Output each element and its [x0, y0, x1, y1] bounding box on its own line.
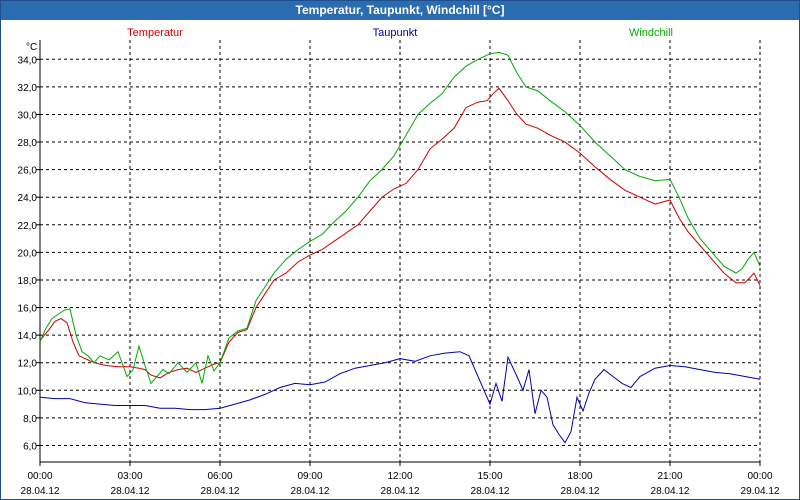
x-tick-time: 00:00 — [747, 471, 772, 482]
y-tick-label: 18,0 — [18, 276, 38, 287]
y-tick-label: 14,0 — [18, 331, 38, 342]
y-tick-label: 24,0 — [18, 193, 38, 204]
x-tick-time: 00:00 — [27, 471, 52, 482]
x-tick-date: 28.04.12 — [21, 486, 60, 497]
y-ticks: 6,0 8,0 10,0 12,0 14,0 16,0 18,0 20,0 22,0 24,0 26… — [18, 55, 40, 452]
y-tick-label: 34,0 — [18, 55, 38, 66]
chart-title: Temperatur, Taupunkt, Windchill [°C] — [1, 1, 799, 20]
x-tick-date: 28.04.12 — [471, 486, 510, 497]
x-tick-time: 09:00 — [297, 471, 322, 482]
x-tick-time: 18:00 — [567, 471, 592, 482]
y-tick-label: 8,0 — [23, 414, 37, 425]
x-tick-date: 28.04.12 — [111, 486, 150, 497]
y-tick-label: 22,0 — [18, 221, 38, 232]
y-tick-label: 30,0 — [18, 110, 38, 121]
y-tick-label: 6,0 — [23, 441, 37, 452]
x-tick-date: 28.04.12 — [561, 486, 600, 497]
series-line-windchill — [39, 51, 761, 385]
y-tick-label: 10,0 — [18, 386, 38, 397]
y-tick-label: 16,0 — [18, 304, 38, 315]
y-tick-label: 28,0 — [18, 138, 38, 149]
series-line-taupunkt — [39, 351, 761, 444]
x-tick-time: 03:00 — [117, 471, 142, 482]
x-ticks: 00:00 28.04.12 03:00 28.04.12 06:00 28.04.12 0… — [21, 462, 780, 497]
y-tick-label: 20,0 — [18, 248, 38, 259]
x-tick-time: 21:00 — [657, 471, 682, 482]
x-tick-date: 28.04.12 — [291, 486, 330, 497]
y-tick-label: 12,0 — [18, 359, 38, 370]
series-line-temperatur — [39, 87, 761, 379]
x-tick-date: 28.04.12 — [651, 486, 690, 497]
x-tick-date: 28.04.12 — [381, 486, 420, 497]
y-tick-label: 32,0 — [18, 83, 38, 94]
x-tick-time: 12:00 — [387, 471, 412, 482]
series-lines — [39, 51, 761, 444]
legend-windchill: Windchill — [629, 27, 673, 39]
y-tick-label: 26,0 — [18, 166, 38, 177]
legend-taupunkt: Taupunkt — [373, 27, 418, 39]
x-tick-date: 29.04.12 — [741, 486, 780, 497]
x-tick-time: 06:00 — [207, 471, 232, 482]
x-tick-date: 28.04.12 — [201, 486, 240, 497]
grid — [40, 40, 761, 462]
x-tick-time: 15:00 — [477, 471, 502, 482]
y-axis-label: °C — [26, 42, 37, 53]
legend-temperatur: Temperatur — [127, 27, 183, 39]
